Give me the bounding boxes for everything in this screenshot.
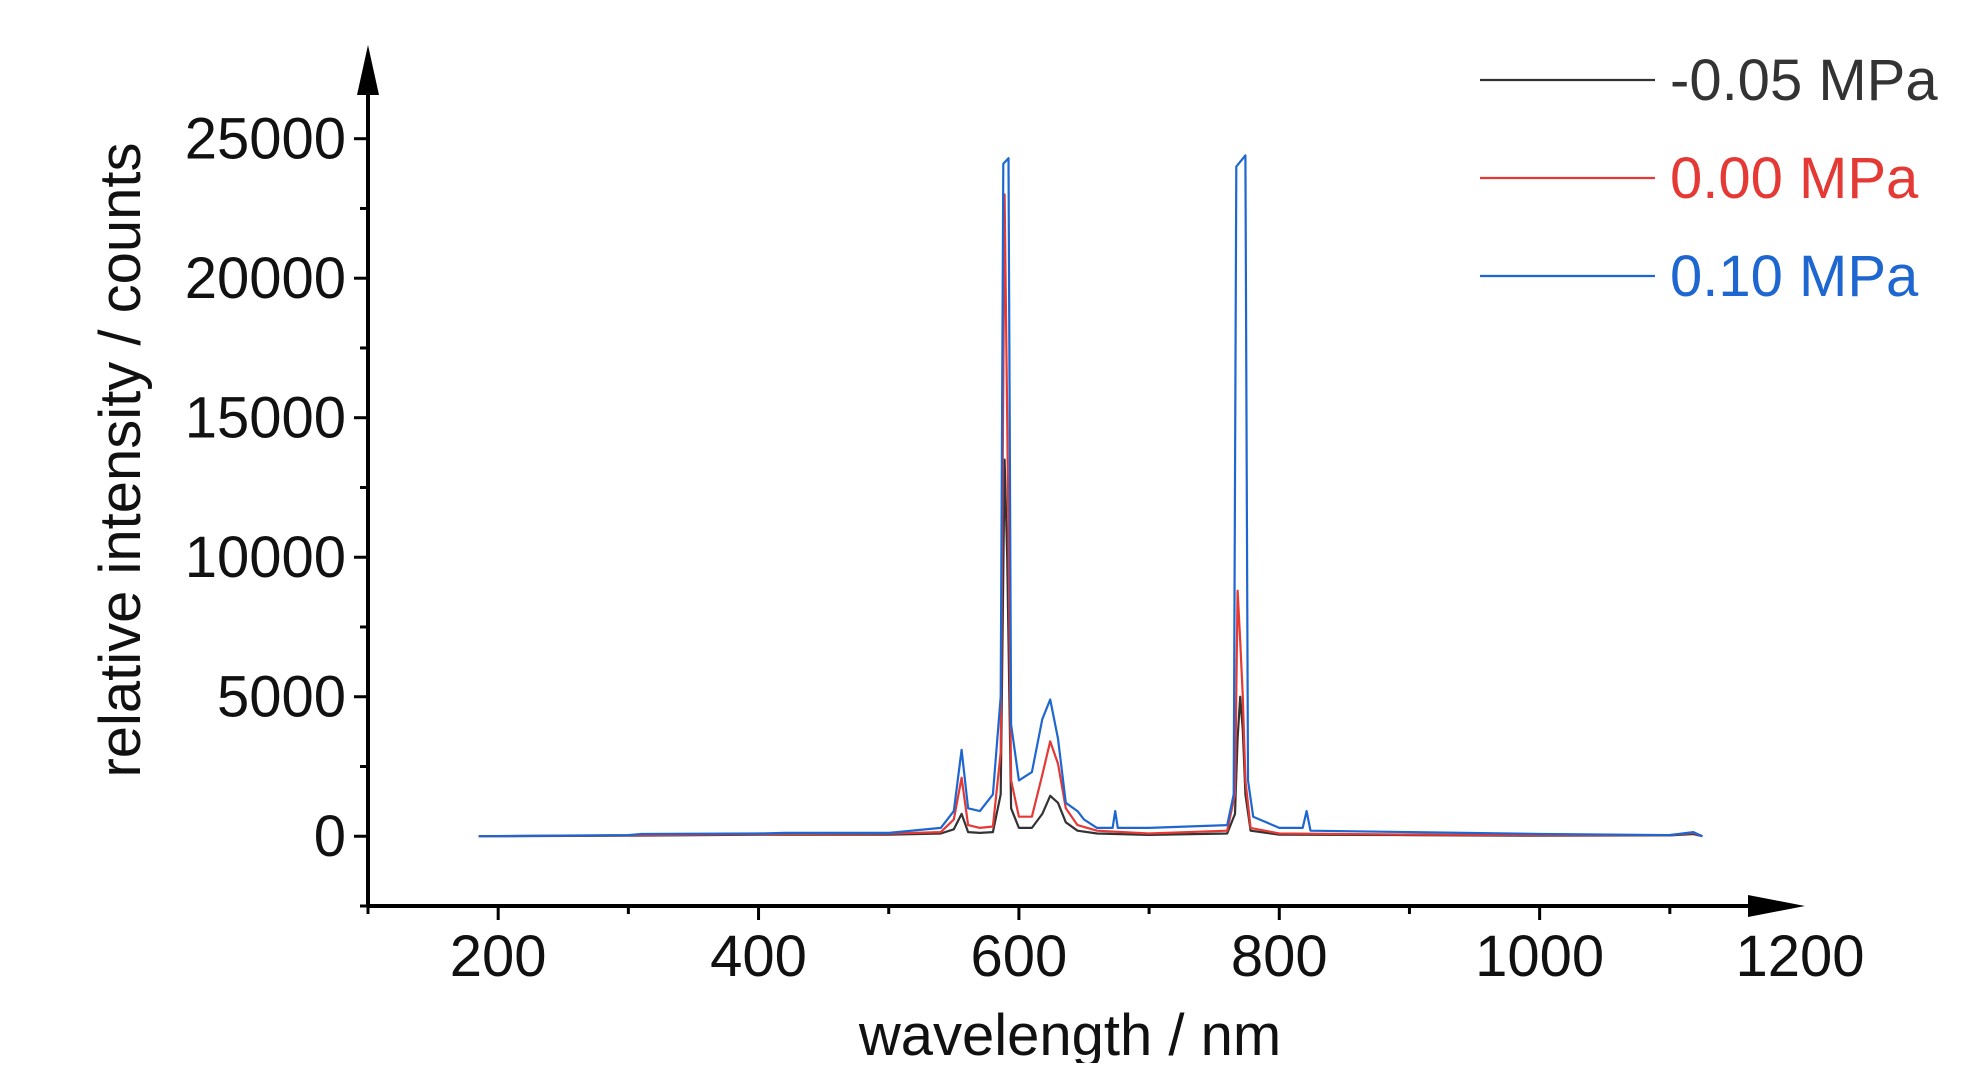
series-lines: [478, 154, 1703, 838]
legend-label: 0.10 MPa: [1670, 244, 1919, 309]
y-tick-label: 20000: [185, 246, 346, 311]
y-axis-arrow: [357, 45, 379, 95]
x-tick-label: 600: [971, 924, 1068, 989]
y-axis-label: relative intensity / counts: [88, 142, 153, 777]
x-tick-label: 200: [450, 924, 547, 989]
x-tick-label: 800: [1231, 924, 1328, 989]
x-axis-label: wavelength / nm: [858, 1003, 1281, 1063]
series-line-0: [478, 458, 1703, 838]
x-tick-label: 1200: [1735, 924, 1864, 989]
legend-label: -0.05 MPa: [1670, 48, 1938, 113]
y-tick-label: 0: [314, 804, 346, 869]
series-line-1: [478, 193, 1703, 838]
y-tick-label: 5000: [217, 665, 346, 730]
x-tick-label: 1000: [1475, 924, 1604, 989]
x-axis-arrow: [1748, 895, 1805, 917]
legend: -0.05 MPa 0.00 MPa 0.10 MPa: [1480, 48, 1938, 309]
y-tick-label: 10000: [185, 525, 346, 590]
y-tick-label: 15000: [185, 386, 346, 451]
axes: 200 400 600 800 1000 1200 0 5000 10000 15000 20000…: [185, 45, 1865, 989]
legend-label: 0.00 MPa: [1670, 146, 1919, 211]
x-tick-label: 400: [710, 924, 807, 989]
series-line-2: [478, 154, 1703, 838]
y-tick-label: 25000: [185, 107, 346, 172]
